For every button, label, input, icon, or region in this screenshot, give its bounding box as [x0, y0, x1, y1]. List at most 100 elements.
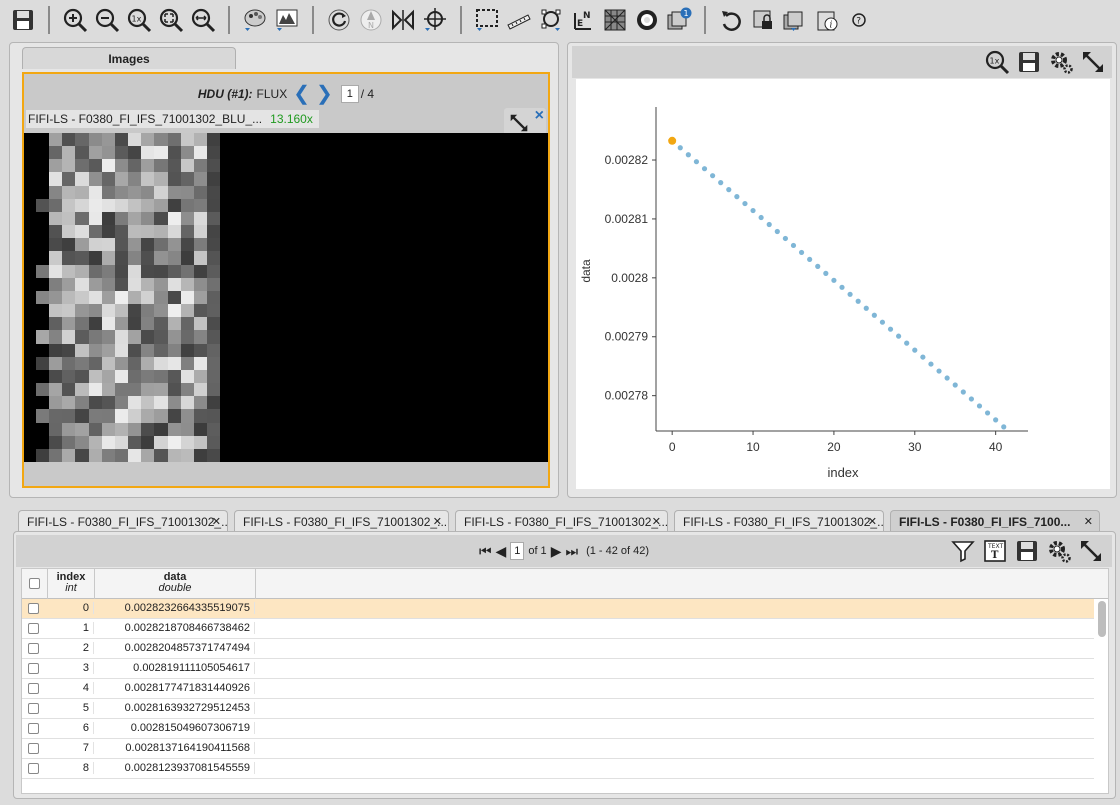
data-point[interactable] — [912, 347, 918, 353]
highlighted-data-point[interactable] — [668, 136, 677, 145]
image-canvas[interactable] — [24, 133, 548, 462]
row-checkbox[interactable] — [28, 703, 39, 714]
table-row[interactable]: 0 0.0028232664335519075 — [22, 599, 1094, 619]
data-point[interactable] — [855, 298, 861, 304]
stretch-icon[interactable] — [272, 5, 302, 35]
row-checkbox[interactable] — [28, 763, 39, 774]
data-point[interactable] — [807, 256, 813, 263]
data-point[interactable] — [774, 228, 780, 235]
data-point[interactable] — [766, 221, 772, 228]
expand-icon[interactable] — [1078, 47, 1108, 77]
hdu-page-input[interactable]: 1 — [340, 85, 359, 103]
data-point[interactable] — [685, 152, 691, 158]
select-all-checkbox[interactable] — [29, 578, 40, 589]
info-icon[interactable]: i — [812, 5, 842, 35]
data-point[interactable] — [847, 291, 853, 297]
table-tab[interactable]: FIFI-LS - F0380_FI_IFS_71001302_... ✕ — [234, 510, 449, 532]
close-image-icon[interactable]: × — [534, 107, 544, 124]
dss-icon[interactable] — [632, 5, 662, 35]
color-palette-icon[interactable] — [240, 5, 270, 35]
data-point[interactable] — [944, 375, 950, 381]
data-point[interactable] — [677, 145, 683, 151]
expand-icon[interactable] — [507, 111, 531, 135]
row-checkbox[interactable] — [28, 663, 39, 674]
table-row[interactable]: 5 0.0028163932729512453 — [22, 699, 1094, 719]
data-point[interactable] — [831, 277, 837, 283]
tab-images[interactable]: Images — [22, 47, 236, 69]
data-point[interactable] — [896, 333, 902, 339]
data-point[interactable] — [984, 410, 991, 416]
close-tab-icon[interactable]: ✕ — [1083, 516, 1093, 528]
row-checkbox[interactable] — [28, 683, 39, 694]
zoom-fit-icon[interactable] — [156, 5, 186, 35]
table-row[interactable]: 1 0.0028218708466738462 — [22, 619, 1094, 639]
data-point[interactable] — [710, 173, 716, 179]
gear-icon[interactable] — [1045, 537, 1073, 565]
save-icon[interactable] — [8, 5, 38, 35]
next-hdu-icon[interactable]: ❯ — [316, 83, 333, 105]
row-checkbox[interactable] — [28, 723, 39, 734]
column-header-data[interactable]: data double — [95, 569, 256, 599]
table-tab[interactable]: FIFI-LS - F0380_FI_IFS_71001302_... ✕ — [455, 510, 668, 532]
column-header-index[interactable]: index int — [48, 569, 95, 599]
table-scrollbar[interactable] — [1098, 601, 1106, 637]
close-tab-icon[interactable]: ✕ — [211, 516, 221, 528]
data-point[interactable] — [952, 382, 958, 388]
table-row[interactable]: 6 0.002815049607306719 — [22, 719, 1094, 739]
data-point[interactable] — [790, 242, 797, 249]
north-icon[interactable]: N — [356, 5, 386, 35]
save-icon[interactable] — [1013, 537, 1041, 565]
prev-page-icon[interactable]: ◀ — [495, 542, 507, 559]
table-tab[interactable]: FIFI-LS - F0380_FI_IFS_71001302_... ✕ — [18, 510, 228, 532]
data-point[interactable] — [782, 235, 788, 242]
data-point[interactable] — [928, 361, 934, 367]
layers-icon[interactable]: 1 — [664, 5, 694, 35]
table-row[interactable]: 7 0.0028137164190411568 — [22, 739, 1094, 759]
lock-icon[interactable] — [748, 5, 778, 35]
table-tab[interactable]: FIFI-LS - F0380_FI_IFS_71001302_... ✕ — [674, 510, 884, 532]
zoom-1x-icon[interactable]: 1x — [124, 5, 154, 35]
next-page-icon[interactable]: ▶ — [550, 542, 562, 559]
zoom-fill-icon[interactable] — [188, 5, 218, 35]
data-point[interactable] — [968, 396, 974, 402]
undo-icon[interactable] — [716, 5, 746, 35]
table-tab[interactable]: FIFI-LS - F0380_FI_IFS_7100... ✕ — [890, 510, 1100, 532]
table-row[interactable]: 4 0.0028177471831440926 — [22, 679, 1094, 699]
data-point[interactable] — [871, 312, 877, 318]
zoom-1x-icon[interactable]: 1x — [982, 47, 1012, 77]
plot-area[interactable]: 0.00282 0.00281 0.0028 0.00279 0.00278 0 10 20… — [576, 79, 1110, 489]
page-input[interactable]: 1 — [510, 542, 525, 560]
data-point[interactable] — [936, 368, 942, 374]
zoom-in-icon[interactable] — [60, 5, 90, 35]
table-row[interactable]: 8 0.0028123937081545559 — [22, 759, 1094, 779]
data-point[interactable] — [734, 194, 740, 200]
data-point[interactable] — [815, 263, 821, 269]
data-point[interactable] — [960, 389, 966, 395]
first-page-icon[interactable]: ⏮ — [478, 542, 492, 559]
data-point[interactable] — [758, 214, 764, 221]
data-point[interactable] — [750, 207, 756, 214]
ruler-icon[interactable] — [504, 5, 534, 35]
data-point[interactable] — [920, 354, 926, 360]
marker-icon[interactable] — [536, 5, 566, 35]
table-row[interactable]: 3 0.002819111105054617 — [22, 659, 1094, 679]
data-point[interactable] — [887, 326, 894, 332]
data-point[interactable] — [993, 417, 999, 423]
data-point[interactable] — [718, 180, 724, 186]
filter-icon[interactable] — [949, 537, 977, 565]
gear-icon[interactable] — [1046, 47, 1076, 77]
select-icon[interactable] — [472, 5, 502, 35]
row-checkbox[interactable] — [28, 743, 39, 754]
data-point[interactable] — [823, 270, 829, 276]
row-checkbox[interactable] — [28, 643, 39, 654]
recenter-icon[interactable] — [420, 5, 450, 35]
last-page-icon[interactable]: ⏭ — [565, 542, 579, 559]
data-point[interactable] — [742, 200, 748, 207]
restore-icon[interactable] — [780, 5, 810, 35]
data-point[interactable] — [839, 284, 845, 290]
data-point[interactable] — [726, 187, 732, 193]
help-icon[interactable]: ? — [844, 5, 874, 35]
close-tab-icon[interactable]: ✕ — [651, 516, 661, 528]
data-point[interactable] — [693, 159, 700, 165]
save-icon[interactable] — [1014, 47, 1044, 77]
